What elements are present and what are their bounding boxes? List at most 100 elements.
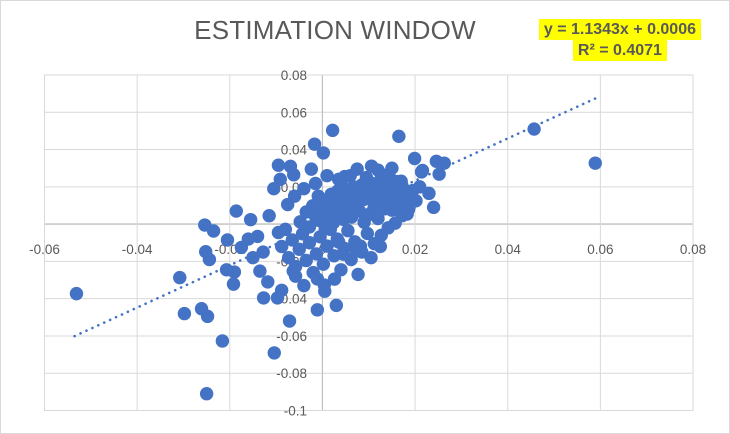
data-point[interactable] [234, 240, 249, 255]
data-point[interactable] [285, 233, 300, 247]
data-point[interactable] [309, 247, 324, 261]
data-point[interactable] [262, 209, 276, 223]
x-tick-label: -0.06 [29, 242, 60, 257]
data-point[interactable] [69, 286, 84, 301]
data-point[interactable] [200, 309, 215, 324]
y-tick-label: 0.04 [281, 143, 308, 158]
data-point[interactable] [426, 200, 441, 215]
data-point[interactable] [287, 168, 301, 182]
plot-border [44, 74, 694, 411]
data-point[interactable] [271, 158, 286, 172]
data-point[interactable] [256, 245, 270, 259]
x-tick-label: 0.08 [680, 242, 706, 257]
data-point[interactable] [320, 168, 334, 183]
data-point[interactable] [325, 123, 340, 138]
data-point[interactable] [344, 252, 358, 267]
data-point[interactable] [432, 167, 446, 181]
data-point[interactable] [385, 203, 399, 217]
data-point[interactable] [261, 275, 275, 289]
x-tick-label: 0.06 [587, 242, 613, 257]
y-tick-label: -0.1 [284, 404, 307, 419]
data-point[interactable] [246, 250, 260, 265]
data-point[interactable] [316, 257, 331, 271]
data-point[interactable] [371, 211, 385, 226]
data-point[interactable] [299, 253, 313, 268]
data-point[interactable] [413, 180, 427, 194]
x-tick-label: -0.04 [122, 242, 153, 257]
data-point[interactable] [341, 223, 355, 238]
data-point[interactable] [256, 291, 271, 305]
r-squared-text: R² = 0.4071 [572, 40, 667, 61]
data-point[interactable] [297, 278, 311, 293]
data-point[interactable] [330, 232, 344, 246]
data-point[interactable] [280, 197, 295, 212]
data-point[interactable] [316, 146, 331, 160]
data-point[interactable] [414, 165, 429, 179]
data-point[interactable] [282, 314, 297, 328]
data-point[interactable] [292, 242, 306, 256]
data-point[interactable] [348, 235, 362, 249]
trendline[interactable] [73, 96, 599, 338]
data-point[interactable] [302, 236, 317, 250]
data-point[interactable] [288, 259, 303, 274]
data-point[interactable] [220, 233, 235, 247]
data-point[interactable] [267, 181, 281, 196]
data-point[interactable] [229, 204, 243, 218]
data-point[interactable] [227, 265, 242, 279]
data-point[interactable] [392, 129, 406, 144]
data-point[interactable] [371, 163, 385, 177]
y-tick-label: -0.06 [276, 329, 307, 344]
data-point[interactable] [337, 241, 351, 256]
data-point[interactable] [304, 162, 319, 176]
data-point[interactable] [351, 267, 365, 282]
trendline-equation-label[interactable]: y = 1.1343x + 0.0006 R² = 0.4071 [538, 19, 701, 61]
y-tick-label: -0.08 [276, 366, 307, 381]
data-point[interactable] [308, 176, 323, 191]
data-point[interactable] [243, 212, 258, 227]
data-point[interactable] [357, 215, 371, 229]
chart-title[interactable]: ESTIMATION WINDOW [194, 15, 476, 45]
data-point[interactable] [307, 137, 322, 151]
data-point[interactable] [588, 156, 602, 170]
data-point[interactable] [310, 303, 325, 317]
data-point[interactable] [385, 161, 399, 175]
data-point[interactable] [327, 249, 341, 263]
data-point[interactable] [215, 334, 230, 348]
data-point[interactable] [250, 229, 265, 244]
data-point[interactable] [329, 298, 344, 313]
data-point[interactable] [297, 181, 311, 196]
data-point[interactable] [355, 245, 369, 259]
y-tick-label: 0.06 [281, 105, 307, 120]
data-point[interactable] [327, 272, 342, 286]
data-point[interactable] [226, 277, 241, 291]
y-tick-label: 0.08 [281, 68, 307, 83]
data-point[interactable] [527, 122, 541, 136]
data-point[interactable] [334, 263, 348, 277]
data-point[interactable] [407, 151, 422, 166]
data-point[interactable] [206, 224, 221, 238]
data-point[interactable] [273, 172, 287, 187]
data-point[interactable] [306, 265, 320, 280]
data-point[interactable] [337, 169, 352, 184]
x-tick-label: 0.04 [495, 242, 522, 257]
data-point[interactable] [173, 270, 187, 285]
data-point[interactable] [360, 226, 375, 241]
data-point[interactable] [422, 186, 436, 201]
data-point[interactable] [267, 346, 281, 360]
data-point[interactable] [199, 387, 214, 401]
data-point[interactable] [350, 162, 364, 176]
data-point[interactable] [278, 222, 293, 237]
data-point[interactable] [274, 283, 289, 297]
data-point[interactable] [198, 244, 213, 259]
data-point[interactable] [306, 199, 320, 213]
data-point[interactable] [409, 194, 423, 208]
data-point[interactable] [313, 230, 327, 244]
data-point[interactable] [318, 284, 332, 298]
x-tick-label: 0.02 [402, 242, 428, 257]
data-point[interactable] [323, 222, 338, 237]
data-point[interactable] [253, 264, 267, 278]
data-point[interactable] [320, 239, 334, 253]
data-point[interactable] [274, 239, 289, 254]
data-point[interactable] [177, 306, 192, 321]
